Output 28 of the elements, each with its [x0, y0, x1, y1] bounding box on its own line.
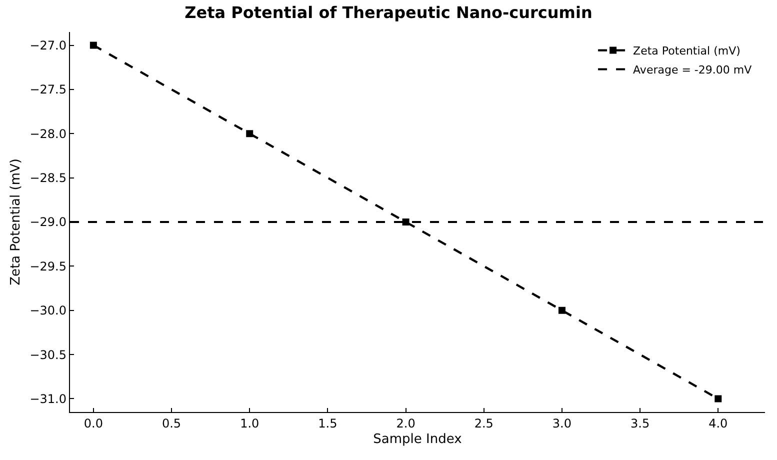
x-tick-label: 4.0: [708, 416, 728, 430]
y-tick-label: −27.5: [30, 82, 66, 97]
legend-label: Zeta Potential (mV): [633, 44, 740, 58]
y-tick-label: −31.0: [30, 392, 66, 406]
y-tick-label: −30.5: [30, 348, 66, 362]
point: [402, 218, 410, 226]
point: [246, 130, 254, 138]
legend-label: Average = -29.00 mV: [633, 64, 752, 77]
y-tick-label: −29.5: [30, 259, 66, 274]
x-tick-label: 3.5: [630, 416, 650, 430]
point: [558, 306, 566, 314]
x-tick-label: 2.0: [396, 416, 416, 430]
x-tick-label: 1.0: [240, 416, 260, 430]
point: [90, 42, 97, 49]
x-axis-title: Sample Index: [373, 432, 462, 448]
point: [714, 395, 722, 402]
y-tick-label: −29.0: [30, 215, 66, 230]
x-tick-label: 0.0: [84, 416, 103, 430]
x-tick-label: 2.5: [474, 416, 494, 430]
y-tick-label: −27.0: [30, 38, 66, 52]
y-axis-title: Zeta Potential (mV): [8, 158, 24, 286]
y-tick-label: −30.0: [30, 304, 66, 318]
y-tick-label: −28.5: [30, 171, 66, 186]
y-tick-label: −28.0: [30, 126, 66, 141]
x-tick-label: 3.0: [552, 416, 572, 430]
x-tick-label: 1.5: [318, 416, 338, 430]
x-tick-label: 0.5: [162, 416, 182, 430]
chart-title: Zeta Potential of Therapeutic Nano-curcumin: [184, 3, 592, 22]
